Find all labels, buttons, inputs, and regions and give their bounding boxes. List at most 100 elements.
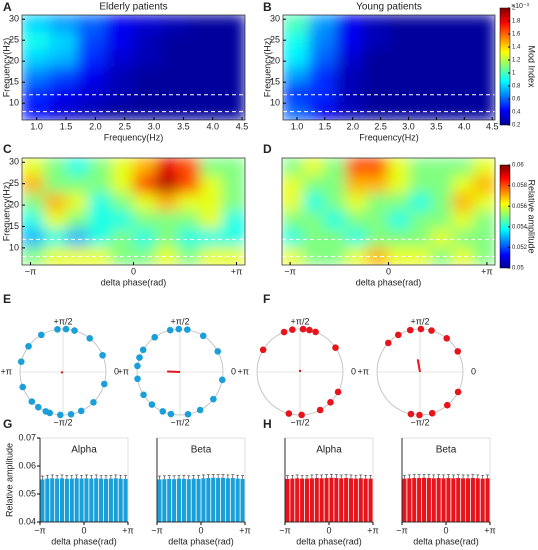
error-bar xyxy=(114,474,118,479)
error-bar xyxy=(70,474,74,479)
heat-cell xyxy=(188,15,218,33)
x-tick-label: 1.0 xyxy=(30,121,43,131)
bar xyxy=(79,478,84,522)
heat-cell xyxy=(468,67,495,86)
colorbar-tick-label: 1.8 xyxy=(512,19,521,25)
error-bar xyxy=(162,475,166,480)
plot-frame xyxy=(21,14,246,121)
phase-dot xyxy=(175,325,183,333)
colorbar-tick-label: 0.4 xyxy=(512,110,521,116)
bar xyxy=(412,478,417,522)
x-tick-label: −π xyxy=(151,525,162,535)
error-bar xyxy=(45,474,49,479)
panel-title: Alpha xyxy=(71,445,97,456)
heat-cell xyxy=(283,49,310,68)
heat-cell xyxy=(49,102,79,120)
bar xyxy=(211,477,216,522)
phase-dot xyxy=(407,410,415,418)
heat-cell xyxy=(160,84,190,103)
heat-cell xyxy=(302,228,326,248)
heat-cell xyxy=(388,32,416,51)
heat-cell xyxy=(335,15,363,33)
heat-cell xyxy=(222,228,245,248)
heat-cell xyxy=(283,102,310,120)
bar xyxy=(157,479,162,522)
heat-cell xyxy=(302,193,326,212)
phase-dot xyxy=(90,399,97,406)
heat-cell xyxy=(309,84,337,103)
heat-cell xyxy=(468,84,495,103)
heat-cell xyxy=(216,15,245,33)
heat-cell xyxy=(188,67,218,86)
x-tick-label: 0 xyxy=(198,525,203,535)
panel-letter: D xyxy=(263,142,272,156)
bar xyxy=(94,478,99,522)
colorbar xyxy=(499,7,511,126)
bar xyxy=(84,478,89,522)
y-axis-label: Frequency(Hz) xyxy=(1,182,11,242)
heat-cell xyxy=(88,193,112,212)
heat-cell xyxy=(66,246,90,265)
heat-cell xyxy=(345,158,368,177)
heatmap xyxy=(22,15,245,120)
heat-cell xyxy=(216,67,245,86)
x-tick-label: 1.5 xyxy=(319,121,332,131)
x-tick-label: 4.5 xyxy=(486,121,499,131)
heat-cell xyxy=(22,67,51,86)
heat-cell xyxy=(441,49,469,68)
panel-letter: C xyxy=(3,142,12,156)
heat-cell xyxy=(282,246,304,265)
colorbar-label: Relative amplitude xyxy=(527,179,537,253)
bar xyxy=(206,478,211,522)
error-bar xyxy=(231,474,235,479)
bar xyxy=(201,478,206,522)
angle-label: 0 xyxy=(351,366,356,376)
colorbar-tick-label: 2 xyxy=(512,6,516,12)
heat-cell xyxy=(160,32,190,51)
heatmap-cells xyxy=(22,15,245,120)
heat-cell xyxy=(155,228,179,248)
bar xyxy=(55,478,60,522)
heat-cell xyxy=(335,49,363,68)
heat-cell xyxy=(282,193,304,212)
heat-cell xyxy=(415,32,443,51)
bar xyxy=(99,478,104,522)
angle-label: +π/2 xyxy=(54,316,73,326)
error-bar xyxy=(216,474,220,479)
bar xyxy=(314,478,319,522)
phase-dot xyxy=(285,410,293,417)
heat-cell xyxy=(362,32,390,51)
heat-cell xyxy=(199,246,224,265)
heat-cell xyxy=(160,67,190,86)
heat-cell xyxy=(222,158,245,177)
heat-cell xyxy=(324,228,347,248)
bar xyxy=(319,478,324,522)
panel-letter: H xyxy=(263,417,272,431)
bar xyxy=(108,478,113,522)
bar xyxy=(465,478,471,522)
error-bar xyxy=(187,475,191,480)
x-tick-label: 1.0 xyxy=(291,121,304,131)
heat-cell xyxy=(88,228,112,248)
heat-cell xyxy=(199,158,224,177)
heatmap xyxy=(283,15,495,120)
heat-cell xyxy=(177,158,201,177)
heat-cell xyxy=(43,158,68,177)
angle-label: +π xyxy=(358,366,369,376)
error-bar xyxy=(334,474,338,479)
phase-dot xyxy=(428,327,435,334)
heat-cell xyxy=(110,158,134,177)
error-bar xyxy=(486,474,490,479)
heat-cell xyxy=(133,67,162,86)
panel-letter: E xyxy=(3,292,11,306)
mean-vector xyxy=(416,359,421,373)
bar xyxy=(167,478,172,522)
error-bar xyxy=(65,475,69,479)
heat-cell xyxy=(388,49,416,68)
heat-cell xyxy=(302,211,326,230)
heat-cell xyxy=(133,32,162,51)
error-bar xyxy=(402,474,406,479)
bar xyxy=(181,478,186,522)
error-bar xyxy=(157,475,161,480)
heat-cell xyxy=(430,158,453,177)
